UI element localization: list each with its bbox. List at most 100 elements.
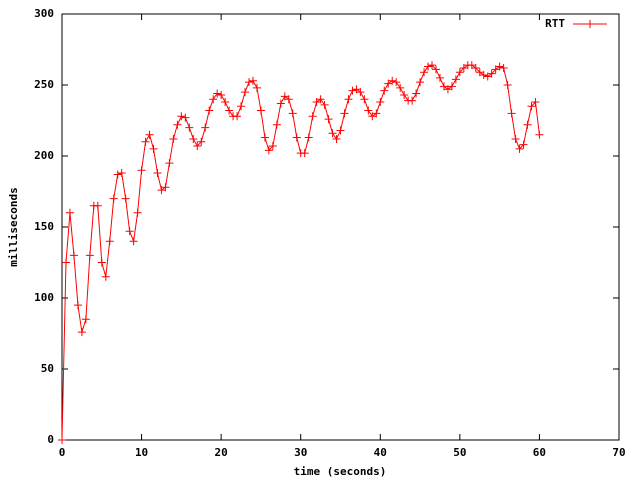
data-point	[503, 81, 512, 89]
data-point	[237, 102, 246, 111]
x-tick-label: 40	[374, 446, 387, 459]
data-point	[93, 201, 102, 210]
data-point	[97, 258, 106, 267]
data-point	[428, 61, 437, 70]
data-point	[129, 237, 138, 246]
data-point	[356, 88, 365, 97]
legend-marker	[586, 20, 594, 28]
data-point	[193, 142, 202, 151]
x-tick-label: 0	[59, 446, 66, 459]
data-point	[145, 130, 154, 139]
data-point	[101, 272, 110, 281]
x-tick-label: 70	[612, 446, 625, 459]
data-point	[535, 130, 544, 139]
data-point	[248, 76, 257, 85]
data-point	[133, 208, 142, 217]
data-point	[416, 78, 425, 87]
x-tick-label: 50	[453, 446, 466, 459]
data-point	[225, 106, 234, 115]
data-point	[264, 146, 273, 155]
data-point	[479, 71, 488, 80]
data-point	[424, 62, 433, 71]
data-point	[189, 134, 198, 143]
data-point	[169, 134, 178, 143]
data-point	[495, 62, 504, 71]
x-tick-label: 30	[294, 446, 307, 459]
data-point	[85, 251, 94, 260]
data-point	[77, 328, 86, 337]
data-point	[288, 109, 297, 118]
y-tick-label: 250	[34, 78, 54, 91]
data-point	[308, 112, 317, 121]
data-point	[455, 68, 464, 77]
data-point	[221, 98, 230, 107]
data-point	[348, 86, 357, 95]
x-tick-label: 20	[215, 446, 228, 459]
data-point	[272, 120, 281, 129]
data-point	[185, 123, 194, 132]
data-point	[511, 134, 520, 143]
data-point	[507, 109, 516, 118]
y-tick-label: 50	[41, 362, 54, 375]
data-point	[531, 98, 540, 107]
data-point	[149, 144, 158, 153]
data-point	[408, 96, 417, 105]
data-point	[105, 237, 114, 246]
data-point	[487, 69, 496, 78]
data-point	[173, 120, 182, 129]
data-point	[81, 315, 90, 324]
data-point	[304, 133, 313, 142]
data-point	[241, 88, 250, 97]
data-point	[117, 169, 126, 178]
data-point	[340, 109, 349, 118]
data-point	[113, 170, 122, 179]
data-point	[360, 95, 369, 104]
data-point	[181, 113, 190, 122]
data-point	[527, 102, 536, 111]
data-point	[372, 109, 381, 118]
data-point	[209, 95, 218, 104]
data-point	[217, 90, 226, 99]
data-point	[125, 227, 134, 236]
data-point	[73, 301, 82, 310]
data-point	[328, 129, 337, 138]
data-point	[435, 73, 444, 82]
data-point	[400, 90, 409, 99]
data-point	[431, 65, 440, 74]
data-point	[268, 142, 277, 151]
data-point	[141, 137, 150, 146]
x-tick-label: 60	[533, 446, 546, 459]
data-point	[165, 159, 174, 168]
data-point	[412, 89, 421, 98]
data-point	[244, 78, 253, 87]
data-point	[447, 82, 456, 91]
data-point	[260, 133, 269, 142]
data-point	[471, 63, 480, 72]
data-point	[392, 78, 401, 87]
data-point	[153, 169, 162, 178]
data-point	[233, 112, 242, 121]
data-point	[499, 63, 508, 72]
data-point	[65, 208, 74, 217]
data-point	[380, 86, 389, 95]
legend-label: RTT	[545, 17, 565, 30]
data-point	[519, 140, 528, 149]
data-point	[213, 89, 222, 98]
data-point	[201, 123, 210, 132]
y-tick-label: 200	[34, 149, 54, 162]
data-point	[284, 95, 293, 104]
data-point	[396, 83, 405, 92]
data-point	[515, 144, 524, 153]
data-point	[161, 183, 170, 192]
y-tick-label: 100	[34, 291, 54, 304]
data-point	[197, 137, 206, 146]
data-point	[324, 115, 333, 124]
data-point	[61, 258, 70, 267]
data-point	[364, 106, 373, 115]
data-point	[177, 112, 186, 121]
data-point	[376, 98, 385, 107]
data-point	[137, 166, 146, 175]
x-axis-label: time (seconds)	[294, 465, 387, 478]
